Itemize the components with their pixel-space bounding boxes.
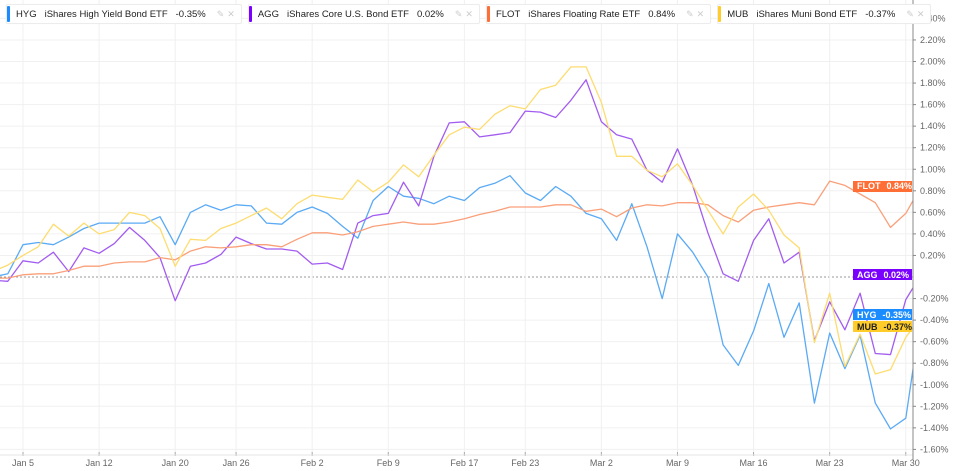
- series-line-hyg: [0, 175, 913, 430]
- y-tick-label: 0.20%: [920, 250, 946, 260]
- color-swatch: [718, 6, 722, 22]
- color-swatch: [486, 6, 490, 22]
- y-tick-label: -0.40%: [920, 315, 949, 325]
- y-tick-label: -1.00%: [920, 380, 949, 390]
- y-tick-label: 1.60%: [920, 100, 946, 110]
- last-value-tag-flot: FLOT 0.84%: [853, 180, 913, 192]
- tag-symbol: MUB: [857, 321, 878, 332]
- y-tick-label: 2.20%: [920, 35, 946, 45]
- y-tick-label: 1.00%: [920, 164, 946, 174]
- change: 0.84%: [648, 8, 676, 20]
- legend-chip-flot[interactable]: FLOT iShares Floating Rate ETF 0.84% ✎ ✕: [485, 4, 712, 24]
- x-tick-label: Jan 12: [86, 458, 113, 468]
- symbol: FLOT: [495, 8, 521, 20]
- tag-value: 0.84%: [886, 181, 913, 192]
- y-tick-label: 1.80%: [920, 78, 946, 88]
- tag-symbol: HYG: [857, 309, 877, 320]
- symbol: MUB: [727, 8, 749, 20]
- y-tick-label: 0.80%: [920, 186, 946, 196]
- tag-symbol: FLOT: [857, 181, 881, 192]
- color-swatch: [248, 6, 252, 22]
- x-tick-label: Mar 30: [892, 458, 920, 468]
- y-tick-label: 1.40%: [920, 121, 946, 131]
- close-icon[interactable]: ✕: [227, 8, 235, 19]
- x-tick-label: Feb 2: [301, 458, 324, 468]
- last-value-tag-hyg: HYG -0.35%: [853, 309, 912, 321]
- x-tick-label: Feb 23: [511, 458, 539, 468]
- legend: HYG iShares High Yield Bond ETF -0.35% ✎…: [6, 4, 932, 24]
- axes: 2.40% 2.20% 2.00% 1.80% 1.60% 1.40% 1.20% 1.00%…: [0, 0, 949, 468]
- x-tick-label: Mar 2: [590, 458, 613, 468]
- y-tick-label: 1.20%: [920, 143, 946, 153]
- pin-icon[interactable]: ✎: [216, 8, 225, 19]
- last-value-tag-mub: MUB -0.37%: [853, 321, 913, 333]
- y-tick-label: 0.40%: [920, 229, 946, 239]
- y-tick-label: -1.60%: [920, 444, 949, 454]
- tag-value: -0.35%: [882, 309, 912, 320]
- x-tick-label: Mar 23: [816, 458, 844, 468]
- y-tick-label: -0.20%: [920, 294, 949, 304]
- x-tick-label: Feb 9: [377, 458, 400, 468]
- y-tick-label: 2.00%: [920, 57, 946, 67]
- y-tick-label: 0.60%: [920, 207, 946, 217]
- fund-name: iShares Core U.S. Bond ETF: [286, 8, 409, 20]
- change: 0.02%: [416, 8, 444, 20]
- close-icon[interactable]: ✕: [696, 8, 705, 19]
- legend-chip-mub[interactable]: MUB iShares Muni Bond ETF -0.37% ✎ ✕: [717, 4, 932, 24]
- change: -0.37%: [865, 8, 896, 20]
- y-tick-label: -1.20%: [920, 401, 949, 411]
- y-tick-label: 2.40%: [920, 13, 946, 23]
- pin-icon[interactable]: ✎: [454, 8, 463, 19]
- series-line-mub: [0, 66, 913, 375]
- change: -0.35%: [175, 8, 206, 20]
- series-line-agg: [0, 79, 913, 356]
- x-tick-label: Jan 20: [162, 458, 189, 468]
- last-value-tag-agg: AGG 0.02%: [853, 269, 912, 281]
- series-lines: [0, 66, 913, 430]
- x-tick-label: Jan 5: [12, 458, 34, 468]
- pin-icon[interactable]: ✎: [686, 8, 694, 19]
- symbol: AGG: [257, 8, 279, 20]
- tag-symbol: AGG: [857, 269, 878, 280]
- close-icon[interactable]: ✕: [916, 8, 925, 19]
- y-tick-label: -1.40%: [920, 423, 949, 433]
- fund-name: iShares High Yield Bond ETF: [44, 8, 168, 20]
- symbol: HYG: [16, 8, 37, 20]
- pin-icon[interactable]: ✎: [906, 8, 914, 19]
- x-tick-label: Mar 16: [740, 458, 768, 468]
- tag-value: 0.02%: [883, 269, 910, 280]
- color-swatch: [7, 6, 10, 22]
- fund-name: iShares Muni Bond ETF: [756, 8, 858, 20]
- legend-chip-agg[interactable]: AGG iShares Core U.S. Bond ETF 0.02% ✎ ✕: [247, 4, 480, 24]
- y-tick-label: -0.80%: [920, 358, 949, 368]
- close-icon[interactable]: ✕: [465, 8, 473, 19]
- grid: [0, 0, 913, 455]
- fund-name: iShares Floating Rate ETF: [528, 8, 641, 20]
- x-tick-label: Mar 9: [666, 458, 689, 468]
- series-line-flot: [0, 180, 913, 279]
- y-tick-label: -0.60%: [920, 337, 949, 347]
- x-tick-label: Feb 17: [450, 458, 478, 468]
- x-tick-label: Jan 26: [223, 458, 250, 468]
- legend-chip-hyg[interactable]: HYG iShares High Yield Bond ETF -0.35% ✎…: [6, 4, 242, 24]
- tag-value: -0.37%: [883, 321, 913, 332]
